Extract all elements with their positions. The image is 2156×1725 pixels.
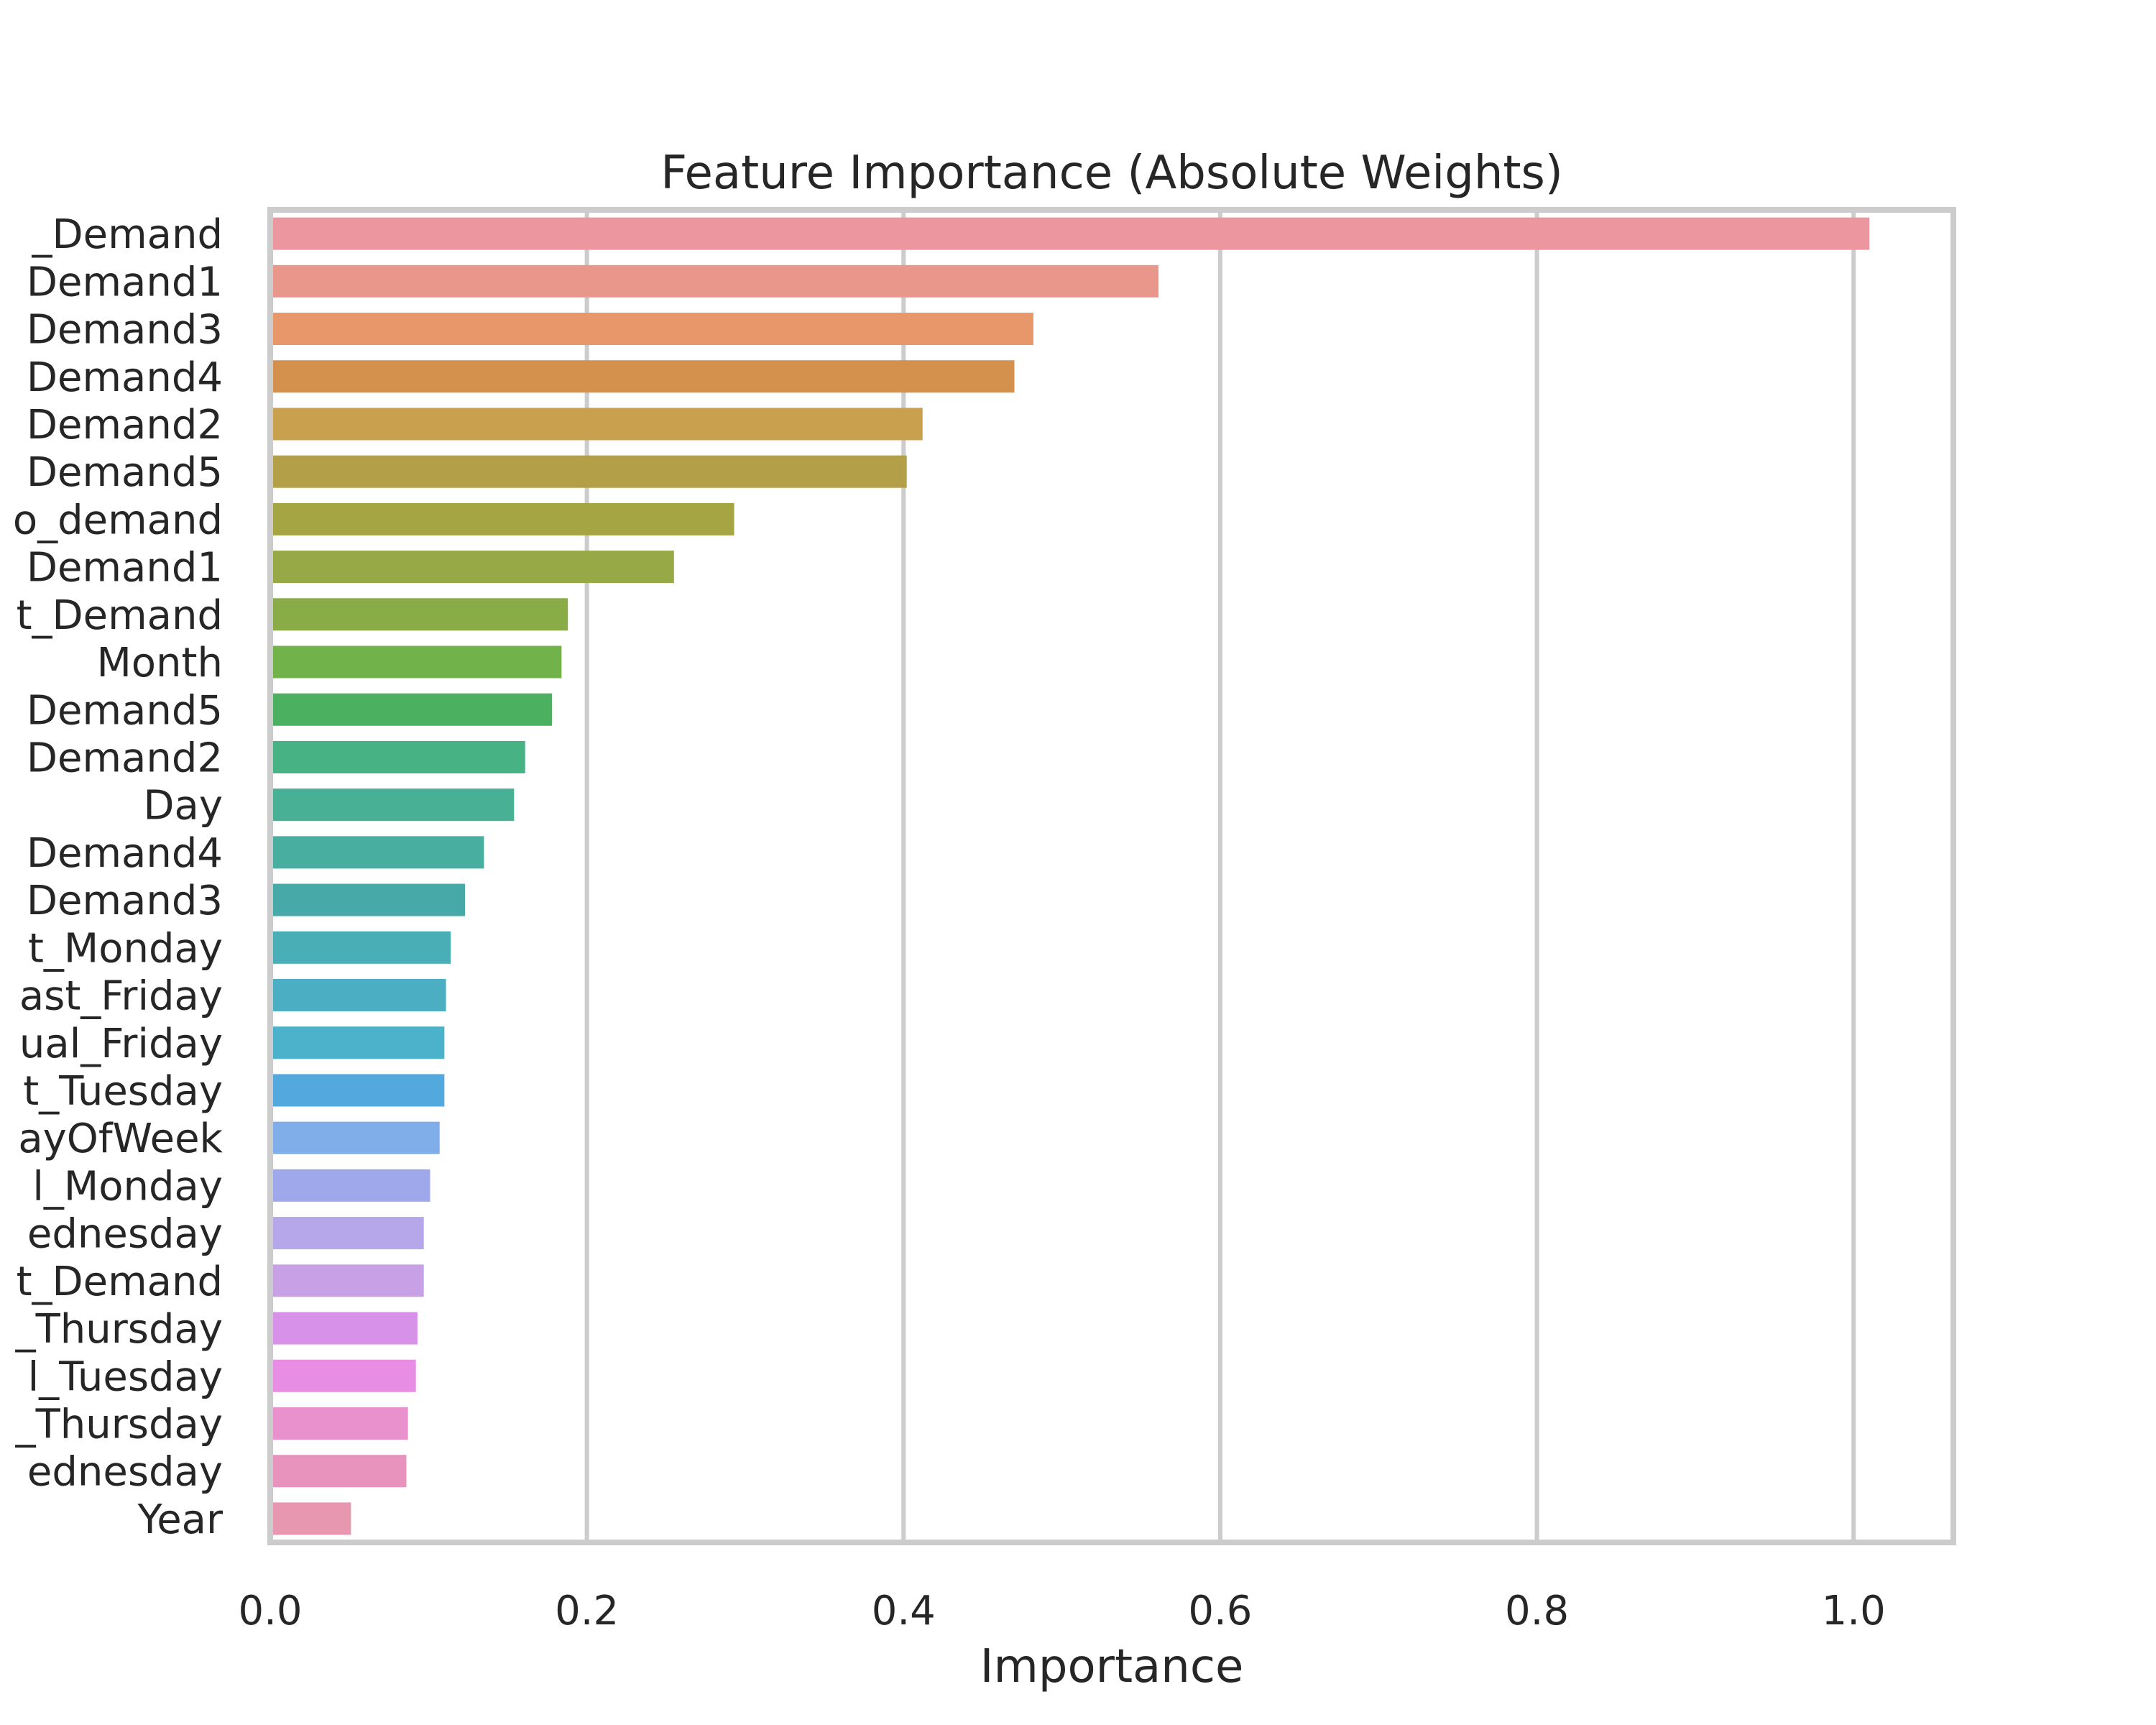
category-labels: _DemandDemand1Demand3Demand4Demand2Deman… (13, 211, 224, 1543)
bars (273, 217, 1870, 1535)
category-label-19: t_Tuesday (23, 1068, 223, 1115)
x-tick-label-5: 1.0 (1822, 1588, 1886, 1634)
bar-5 (273, 408, 923, 441)
x-tick-label-0: 0.0 (238, 1588, 302, 1634)
category-label-8: Demand1 (27, 545, 223, 592)
category-label-12: Demand2 (27, 735, 223, 781)
bar-11 (273, 693, 553, 726)
category-label-27: ednesday (27, 1449, 223, 1496)
x-tick-label-2: 0.4 (872, 1588, 936, 1634)
bar-20 (273, 1121, 440, 1154)
bar-16 (273, 931, 451, 964)
category-label-5: Demand2 (27, 402, 223, 448)
category-label-22: ednesday (27, 1211, 223, 1258)
category-label-16: t_Monday (28, 925, 223, 972)
bar-21 (273, 1169, 430, 1202)
bar-1 (273, 217, 1870, 250)
bar-2 (273, 264, 1158, 298)
category-label-20: ayOfWeek (18, 1116, 223, 1162)
bar-26 (273, 1407, 408, 1440)
category-label-14: Demand4 (27, 830, 223, 877)
category-label-9: t_Demand (17, 592, 223, 639)
bar-25 (273, 1359, 416, 1392)
bar-23 (273, 1264, 424, 1297)
category-label-7: o_demand (13, 497, 223, 543)
category-label-17: ast_Friday (19, 973, 223, 1020)
x-tick-label-1: 0.2 (555, 1588, 619, 1634)
category-label-26: _Thursday (15, 1401, 223, 1448)
category-label-24: _Thursday (15, 1306, 223, 1353)
x-axis-title: Importance (980, 1640, 1244, 1693)
bar-13 (273, 788, 515, 822)
category-label-3: Demand3 (27, 307, 223, 354)
bar-24 (273, 1312, 418, 1345)
bar-15 (273, 883, 465, 916)
bar-7 (273, 502, 734, 535)
bar-28 (273, 1502, 351, 1535)
bar-4 (273, 360, 1015, 393)
bar-9 (273, 598, 568, 631)
category-label-13: Day (143, 783, 223, 829)
category-label-18: ual_Friday (19, 1021, 223, 1067)
bar-10 (273, 645, 562, 678)
category-label-6: Demand5 (27, 449, 223, 496)
category-label-21: l_Monday (32, 1163, 223, 1210)
category-label-10: Month (96, 640, 223, 686)
category-label-23: t_Demand (17, 1259, 223, 1305)
bar-6 (273, 455, 907, 488)
chart-title: Feature Importance (Absolute Weights) (660, 147, 1563, 200)
bar-27 (273, 1455, 407, 1488)
category-label-1: _Demand (32, 211, 223, 258)
category-label-28: Year (137, 1496, 224, 1543)
bar-12 (273, 740, 525, 773)
bar-19 (273, 1074, 445, 1107)
x-tick-label-4: 0.8 (1505, 1588, 1569, 1634)
category-label-11: Demand5 (27, 687, 223, 734)
bar-3 (273, 313, 1033, 346)
category-label-15: Demand3 (27, 878, 223, 924)
plot-frame (267, 207, 1956, 1545)
category-label-4: Demand4 (27, 354, 223, 401)
bar-17 (273, 979, 446, 1012)
x-tick-labels: 0.0 0.2 0.4 0.6 0.8 1.0 (238, 1588, 1885, 1634)
bar-8 (273, 551, 674, 584)
category-label-2: Demand1 (27, 259, 223, 305)
x-tick-label-3: 0.6 (1188, 1588, 1252, 1634)
bar-22 (273, 1217, 424, 1250)
category-label-25: l_Tuesday (28, 1353, 223, 1400)
bar-18 (273, 1026, 445, 1059)
bar-14 (273, 836, 484, 869)
